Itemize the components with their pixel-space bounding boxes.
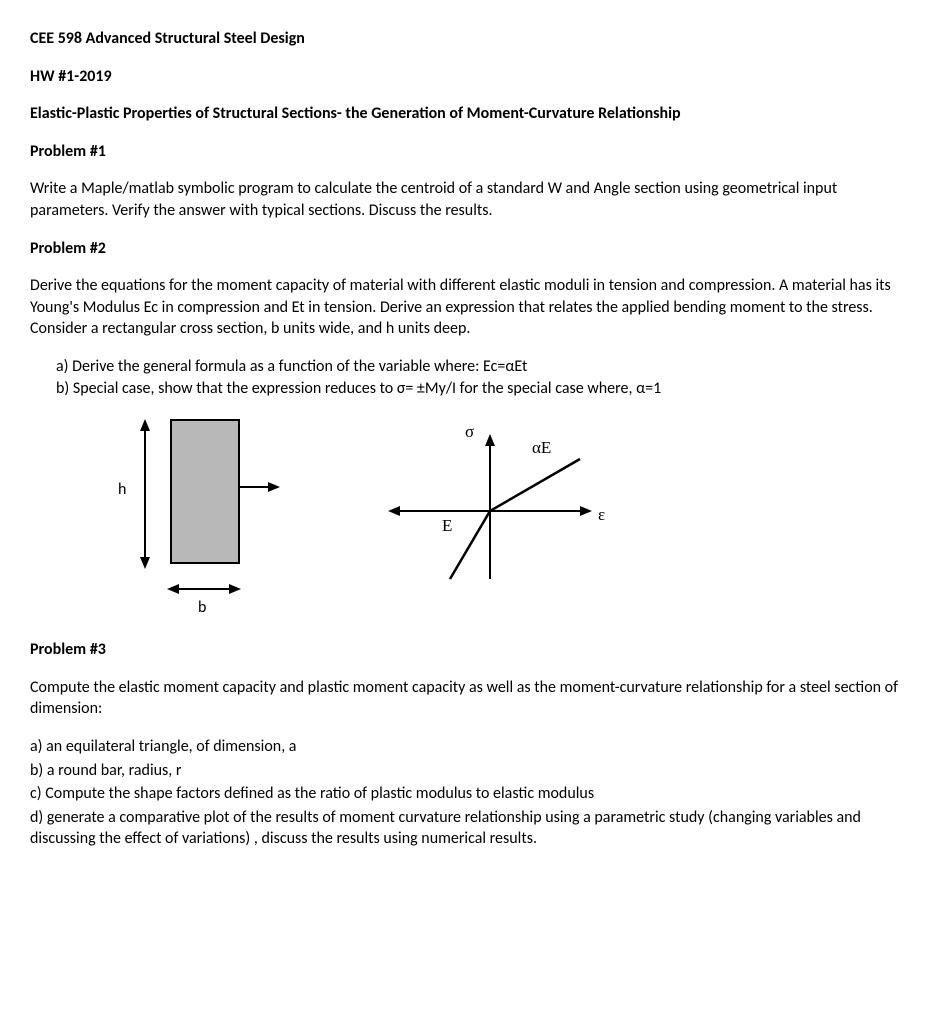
main-heading: Elastic-Plastic Properties of Structural… [30,103,900,125]
problem2-item-a: a) Derive the general formula as a funct… [52,356,900,378]
rectangle-shape [170,419,240,564]
problem2-heading: Problem #2 [30,238,900,260]
problem1-text: Write a Maple/matlab symbolic program to… [30,178,900,221]
problem3-list: a) an equilateral triangle, of dimension… [30,736,900,850]
problem2-list: a) Derive the general formula as a funct… [30,356,900,399]
h-label: h [118,479,126,501]
problem3-item-a: a) an equilateral triangle, of dimension… [30,736,900,758]
problem3-item-d: d) generate a comparative plot of the re… [30,807,900,850]
E-label: E [442,515,452,538]
epsilon-label: ε [598,504,605,527]
problem3-text: Compute the elastic moment capacity and … [30,677,900,720]
hw-title: HW #1-2019 [30,66,900,88]
problem3-item-b: b) a round bar, radius, r [30,760,900,782]
problem3-item-c: c) Compute the shape factors defined as … [30,783,900,805]
b-label: b [198,597,206,619]
rectangle-figure: h b [110,419,290,619]
problem2-item-b: b) Special case, show that the expressio… [52,378,900,400]
course-title: CEE 598 Advanced Structural Steel Design [30,28,900,50]
figures-container: h b σ αE E ε [110,419,900,619]
sigma-label: σ [465,421,474,444]
alphaE-label: αE [532,437,551,460]
problem1-heading: Problem #1 [30,141,900,163]
problem3-heading: Problem #3 [30,639,900,661]
problem2-text: Derive the equations for the moment capa… [30,275,900,340]
axis-figure: σ αE E ε [370,429,650,609]
